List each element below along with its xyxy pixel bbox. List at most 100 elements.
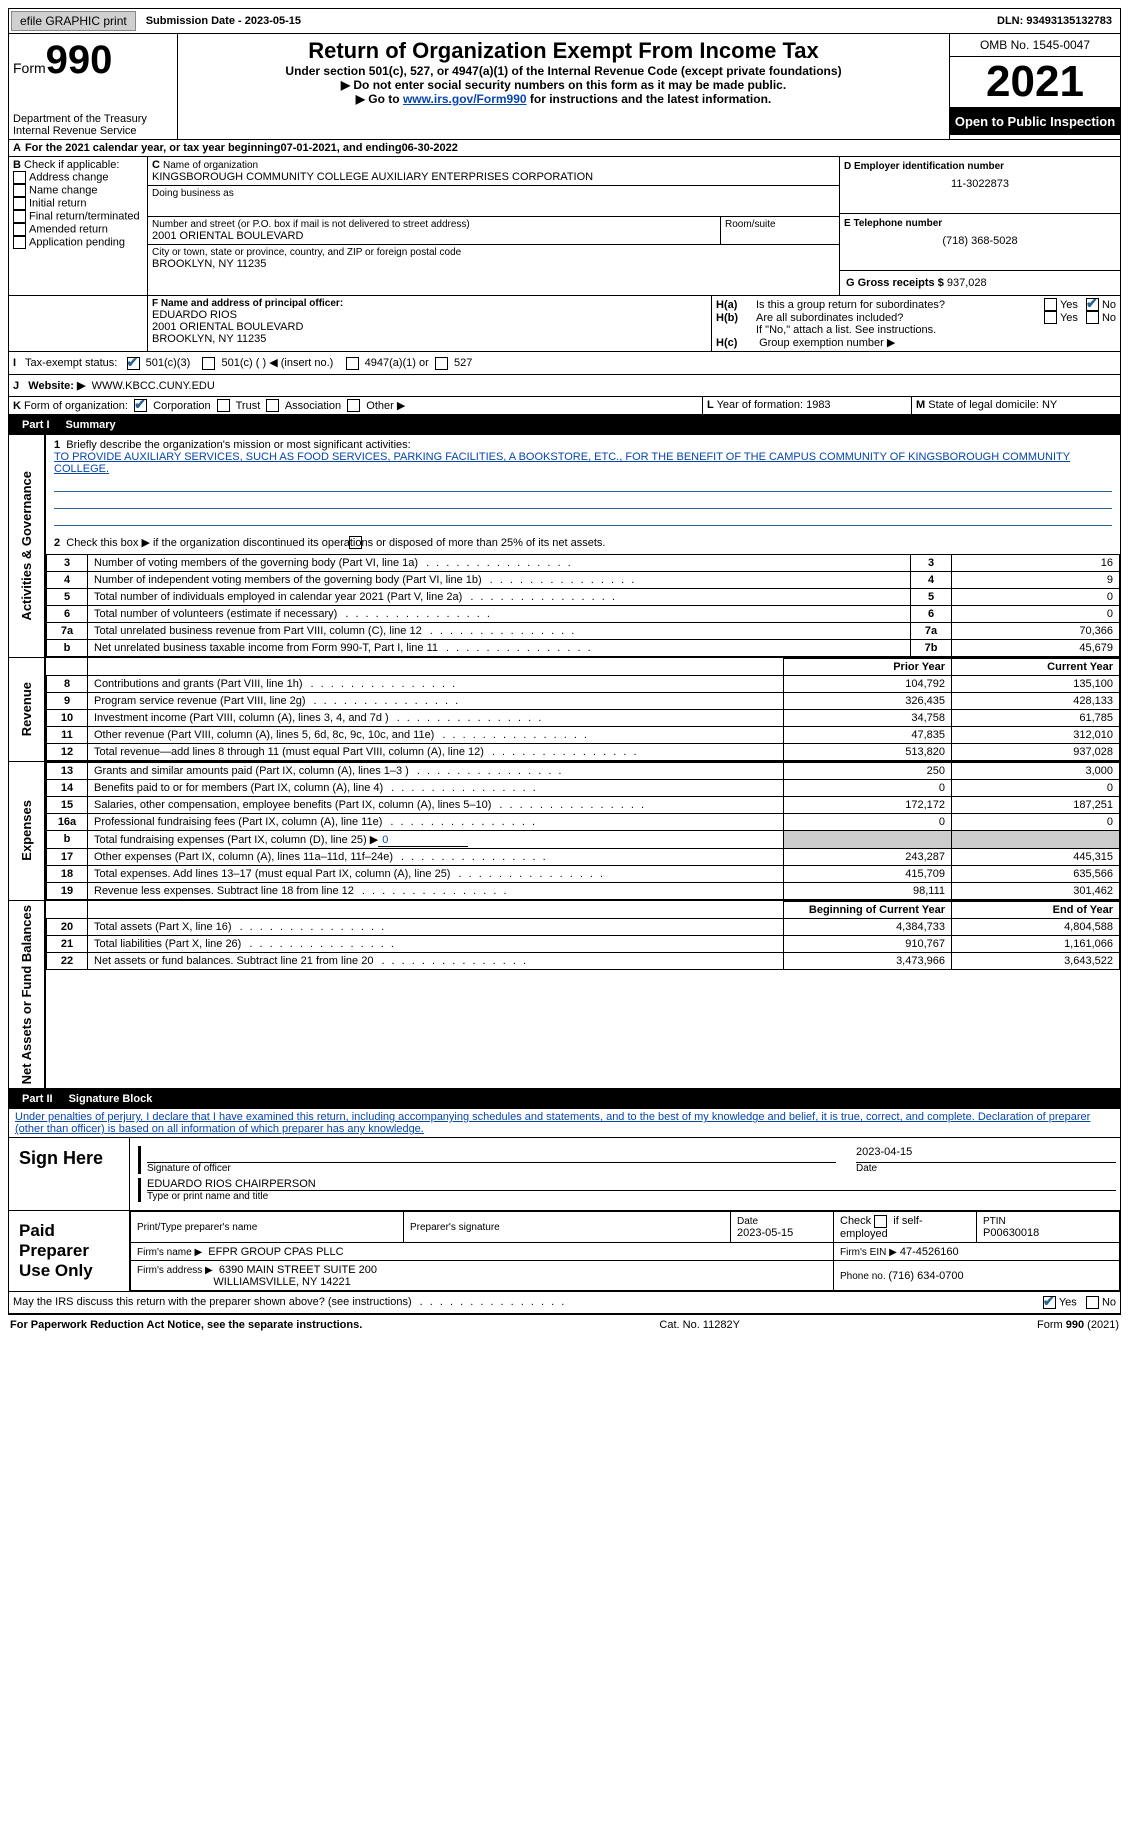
line-a-label: A [13, 142, 21, 154]
efile-print-button[interactable]: efile GRAPHIC print [11, 11, 136, 31]
form-subtitle-1: Under section 501(c), 527, or 4947(a)(1)… [186, 64, 941, 78]
line-16b-cy-shade [952, 830, 1120, 848]
net-20-py: 4,384,733 [784, 918, 952, 935]
gov-6-desc: Total number of volunteers (estimate if … [88, 605, 911, 622]
rev-9-cy: 428,133 [952, 692, 1120, 709]
prior-year-header: Prior Year [784, 658, 952, 675]
exp-row-18: 18 Total expenses. Add lines 13–17 (must… [47, 865, 1120, 882]
amended-return-checkbox[interactable] [13, 223, 26, 236]
paid-preparer-section: Paid Preparer Use Only Print/Type prepar… [8, 1211, 1121, 1292]
trust-checkbox[interactable] [217, 399, 230, 412]
website-value: WWW.KBCC.CUNY.EDU [92, 380, 215, 392]
form-title: Return of Organization Exempt From Incom… [186, 38, 941, 64]
hc-question: Group exemption number ▶ [759, 337, 895, 349]
i-label: I [13, 357, 16, 369]
501c-checkbox[interactable] [202, 357, 215, 370]
form-header-left: Form990 Department of the Treasury Inter… [9, 34, 178, 139]
net-22-py: 3,473,966 [784, 952, 952, 969]
initial-return-checkbox[interactable] [13, 197, 26, 210]
gov-3-val: 16 [952, 554, 1120, 571]
tax-exempt-status-label: Tax-exempt status: [25, 357, 117, 369]
name-change-checkbox[interactable] [13, 184, 26, 197]
gov-6-ref: 6 [911, 605, 952, 622]
part-ii-title: Signature Block [69, 1093, 153, 1105]
exp-14-desc: Benefits paid to or for members (Part IX… [88, 779, 784, 796]
address-change-label: Address change [29, 171, 109, 183]
part-ii-header: Part II Signature Block [8, 1089, 1121, 1109]
hb-yes: Yes [1060, 312, 1078, 324]
website-label: Website: ▶ [28, 380, 85, 392]
exp-17-py: 243,287 [784, 848, 952, 865]
city-state-zip: BROOKLYN, NY 11235 [152, 258, 835, 270]
exp-13-py: 250 [784, 762, 952, 779]
section-h: H(a) Is this a group return for subordin… [712, 296, 1120, 351]
rev-9-py: 326,435 [784, 692, 952, 709]
hb-no-checkbox[interactable] [1086, 311, 1099, 324]
ha-no: No [1102, 299, 1116, 311]
association-checkbox[interactable] [266, 399, 279, 412]
hb-note: If "No," attach a list. See instructions… [716, 324, 1116, 336]
line-i-j: I Tax-exempt status: 501(c)(3) 501(c) ( … [8, 352, 1121, 397]
address-change-checkbox[interactable] [13, 171, 26, 184]
4947-label: 4947(a)(1) or [365, 357, 429, 369]
line2-num: 2 [54, 537, 60, 549]
b-check-if: Check if applicable: [24, 159, 119, 171]
exp-row-17: 17 Other expenses (Part IX, column (A), … [47, 848, 1120, 865]
ha-no-checkbox[interactable] [1086, 298, 1099, 311]
rev-11-num: 11 [47, 726, 88, 743]
501c-label: 501(c) ( ) ◀ (insert no.) [222, 357, 334, 369]
net-20-desc: Total assets (Part X, line 16) [88, 918, 784, 935]
paid-preparer-table: Print/Type preparer's name Preparer's si… [130, 1211, 1120, 1291]
exp-row-14: 14 Benefits paid to or for members (Part… [47, 779, 1120, 796]
net-22-num: 22 [47, 952, 88, 969]
form-footer-right: Form 990 (2021) [1037, 1319, 1119, 1331]
self-employed-check: Check if self-employed [840, 1215, 923, 1240]
hb-yes-checkbox[interactable] [1044, 311, 1057, 324]
exp-19-desc: Revenue less expenses. Subtract line 18 … [88, 882, 784, 899]
corporation-checkbox[interactable] [134, 399, 147, 412]
revenue-section: Revenue Prior Year Current Year 8 Contri… [8, 658, 1121, 762]
officer-typed-name: EDUARDO RIOS CHAIRPERSON [147, 1178, 1116, 1191]
ha-yes-checkbox[interactable] [1044, 298, 1057, 311]
revenue-table: Prior Year Current Year 8 Contributions … [46, 658, 1120, 761]
form-header-right: OMB No. 1545-0047 2021 Open to Public In… [949, 34, 1120, 139]
exp-19-py: 98,111 [784, 882, 952, 899]
other-org-checkbox[interactable] [347, 399, 360, 412]
501c3-checkbox[interactable] [127, 357, 140, 370]
exp-row-13: 13 Grants and similar amounts paid (Part… [47, 762, 1120, 779]
527-checkbox[interactable] [435, 357, 448, 370]
paperwork-notice: For Paperwork Reduction Act Notice, see … [10, 1319, 362, 1331]
gov-7a-desc: Total unrelated business revenue from Pa… [88, 622, 911, 639]
net-21-desc: Total liabilities (Part X, line 26) [88, 935, 784, 952]
activities-governance-section: Activities & Governance 1 Briefly descri… [8, 435, 1121, 658]
paid-preparer-label: Paid Preparer Use Only [9, 1211, 130, 1291]
4947-checkbox[interactable] [346, 357, 359, 370]
application-pending-checkbox[interactable] [13, 236, 26, 249]
discuss-no-checkbox[interactable] [1086, 1296, 1099, 1309]
preparer-name-label: Print/Type preparer's name [137, 1222, 397, 1233]
dba-label: Doing business as [152, 188, 835, 199]
net-assets-section: Net Assets or Fund Balances Beginning of… [8, 901, 1121, 1089]
discuss-yes-checkbox[interactable] [1043, 1296, 1056, 1309]
discontinued-checkbox[interactable] [349, 536, 362, 549]
gov-5-num: 5 [47, 588, 88, 605]
activities-governance-sidebar: Activities & Governance [17, 467, 36, 625]
firm-addr2: WILLIAMSVILLE, NY 14221 [213, 1276, 350, 1288]
exp-17-cy: 445,315 [952, 848, 1120, 865]
line-k-l-m: K Form of organization: Corporation Trus… [8, 397, 1121, 416]
rev-12-num: 12 [47, 743, 88, 760]
final-return-checkbox[interactable] [13, 210, 26, 223]
officer-sign-date: 2023-04-15 [856, 1146, 1116, 1163]
gov-3-ref: 3 [911, 554, 952, 571]
firm-addr-label: Firm's address ▶ [137, 1265, 213, 1276]
officer-sign-date-label: Date [856, 1163, 1116, 1174]
gov-4-val: 9 [952, 571, 1120, 588]
preparer-date-label: Date [737, 1216, 827, 1227]
officer-signature-line[interactable] [147, 1146, 836, 1163]
self-employed-checkbox[interactable] [874, 1215, 887, 1228]
part-ii-num: Part II [14, 1091, 61, 1107]
irs-form990-link[interactable]: www.irs.gov/Form990 [403, 92, 527, 106]
submission-date: Submission Date - 2023-05-15 [138, 13, 309, 29]
firm-ein: 47-4526160 [900, 1246, 959, 1258]
section-d-e-g: D Employer identification number 11-3022… [840, 157, 1120, 295]
